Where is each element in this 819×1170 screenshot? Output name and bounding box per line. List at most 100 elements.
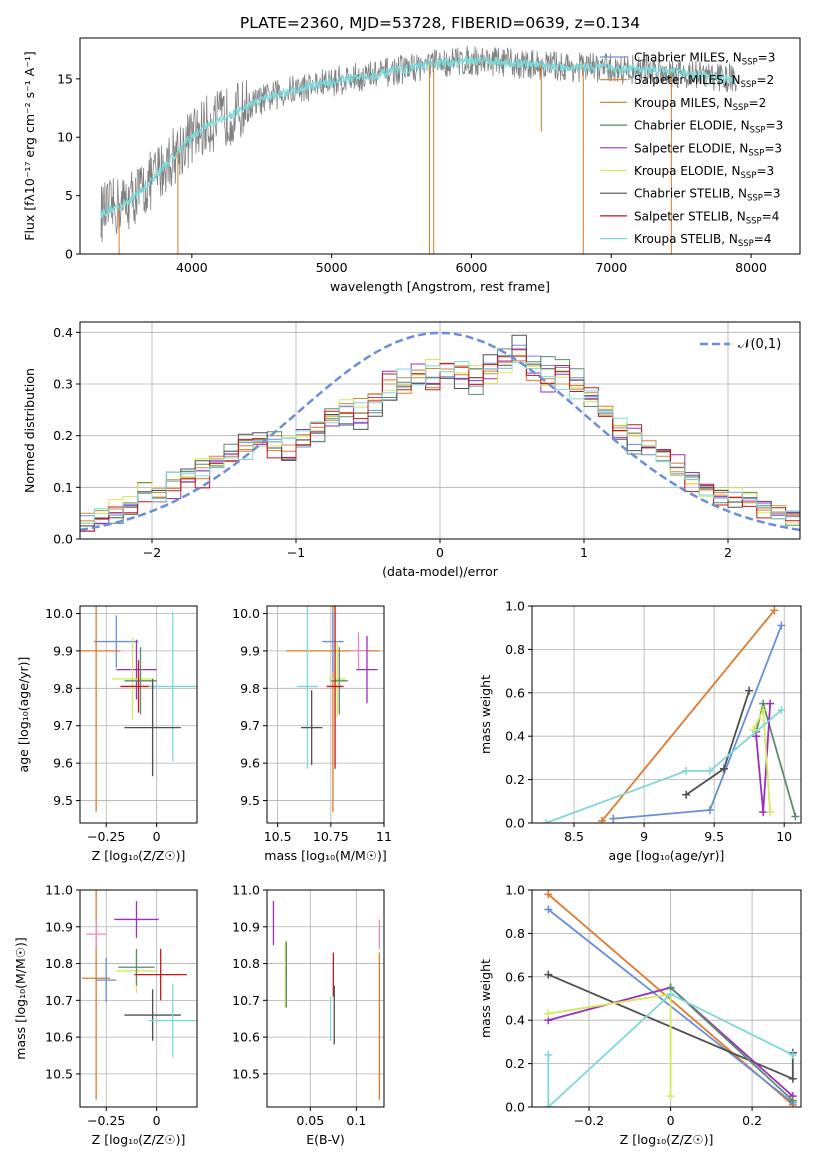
weight-point-marker (759, 706, 768, 715)
legend-entry-subscript: SSP (733, 103, 749, 113)
weight-point-marker (791, 812, 800, 821)
spectrum-panel: 4000 5000 6000 7000 8000 0 5 10 15 wavelength [An… (22, 37, 801, 294)
legend-entry-subscript: SSP (742, 58, 758, 68)
mass_vs_ebv-ytick-label: 10.7 (232, 993, 260, 1008)
mass_vs_Z-panel: −0.25 0 10.5 10.6 10.7 10.8 10.9 11.0 Z [log₁₀(Z… (13, 883, 198, 1147)
mass_vs_Z-xtick-label: 0 (153, 1113, 161, 1128)
age_vs_mass-ytick-label: 9.6 (240, 756, 260, 771)
mass_vs_Z-ytick-label: 10.5 (45, 1066, 73, 1081)
legend-entry: Salpeter ELODIE, NSSP=3 (634, 141, 782, 158)
residual_hist-xtick-label: −2 (143, 545, 161, 560)
weight_vs_Z-ylabel: mass weight (478, 959, 493, 1038)
residual_hist-xlabel: (data-model)/error (382, 564, 499, 579)
weight-series-line (601, 609, 776, 822)
legend-entry-subscript: SSP (748, 148, 764, 158)
weight-point-marker (544, 1050, 553, 1059)
legend-entry-count: =4 (754, 232, 772, 246)
weight_vs_age-xtick-label: 10 (776, 829, 792, 844)
weight-series-line (613, 625, 783, 820)
weight_vs_age-ylabel: mass weight (478, 675, 493, 754)
legend-entry: Kroupa STELIB, NSSP=4 (634, 232, 772, 249)
mass_vs_Z-plot-area (82, 890, 197, 1100)
weight-point-marker (752, 732, 761, 741)
mass_vs_ebv-ytick-label: 10.9 (232, 919, 260, 934)
weight_vs_age-ytick-label: 0.2 (505, 772, 525, 787)
weight-point-marker (719, 764, 728, 773)
mass_vs_ebv-xtick-label: 0.05 (296, 1113, 324, 1128)
weight-point-marker (705, 766, 714, 775)
weight-point-marker (598, 816, 607, 823)
mass_vs_Z-ytick-label: 10.8 (45, 956, 73, 971)
age_vs_mass-ytick-label: 9.7 (240, 718, 260, 733)
age_vs_Z-ytick-label: 9.6 (53, 756, 73, 771)
weight-point-marker (682, 766, 691, 775)
spectrum-ytick-label: 15 (57, 71, 73, 86)
age_vs_mass-frame (266, 605, 385, 824)
weight_vs_age-xlabel: age [log₁₀(age/yr)] (609, 848, 725, 863)
residual_hist-xtick-label: 0 (436, 545, 444, 560)
weight-point-marker (705, 805, 714, 814)
spectrum-ytick-label: 5 (65, 188, 73, 203)
spectrum-xtick-label: 4000 (176, 260, 208, 275)
weight_vs_age-frame (531, 605, 802, 824)
age_vs_Z-ytick-label: 10.0 (45, 606, 73, 621)
mass_vs_Z-ytick-label: 11.0 (45, 883, 73, 898)
spectrum-ytick-label: 0 (65, 247, 73, 262)
spectrum-ylabel: Flux [fλ10⁻¹⁷ erg cm⁻² s⁻¹ A⁻¹] (22, 51, 37, 240)
spectrum-xtick-label: 8000 (735, 260, 767, 275)
spectrum-frame (79, 37, 801, 255)
weight_vs_Z-ytick-label: 0.8 (505, 926, 525, 941)
weight_vs_age-ytick-label: 0.0 (505, 816, 525, 831)
legend-entry-count: =3 (766, 119, 784, 133)
weight-point-marker (666, 1092, 675, 1101)
age_vs_Z-ytick-label: 9.9 (53, 643, 73, 658)
spectrum-xlabel: wavelength [Angstrom, rest frame] (330, 279, 550, 294)
weight-point-marker (759, 808, 768, 817)
mass_vs_Z-ytick-label: 10.6 (45, 1030, 73, 1045)
age_vs_mass-ytick-label: 10.0 (232, 606, 260, 621)
weight_vs_Z-panel: −0.2 0 0.2 0.0 0.2 0.4 0.6 0.8 1.0 Z [log₁₀(Z/Z☉)… (478, 883, 802, 1147)
weight-point-marker (544, 890, 553, 899)
age_vs_mass-xlabel: mass [log₁₀(M/M☉)] (264, 848, 386, 863)
legend-entry-subscript: SSP (746, 216, 762, 226)
age_vs_Z-xtick-label: 0 (153, 829, 161, 844)
weight_vs_age-xtick-label: 8.5 (564, 829, 584, 844)
normal-legend-label: 𝒩(0,1) (738, 337, 781, 352)
weight_vs_Z-ytick-label: 0.4 (505, 1013, 525, 1028)
weight-point-marker (544, 1103, 553, 1107)
weight_vs_age-ytick-label: 0.4 (505, 729, 525, 744)
weight-point-marker (749, 725, 758, 734)
weight-point-marker (777, 621, 786, 630)
weight-series-line (545, 709, 782, 823)
legend-entry: Salpeter MILES, NSSP=2 (634, 73, 774, 90)
weight-point-marker (770, 606, 779, 615)
weight-point-marker (682, 790, 691, 799)
spectrum-legend: Chabrier MILES, NSSP=3 Salpeter MILES, NS… (600, 51, 784, 249)
residual_hist-ytick-label: 0.4 (53, 325, 73, 340)
mass_vs_ebv-ytick-label: 10.5 (232, 1066, 260, 1081)
mass_vs_ebv-ytick-label: 11.0 (232, 883, 260, 898)
residual_hist-ylabel: Normed distribution (22, 368, 37, 493)
mass_vs_Z-frame (79, 889, 198, 1108)
weight_vs_Z-ytick-label: 0.0 (505, 1100, 525, 1115)
weight_vs_Z-ytick-label: 1.0 (505, 883, 525, 898)
weight-point-marker (609, 814, 618, 823)
observed-spectrum-line (100, 45, 737, 243)
spectrum-ytick-label: 10 (57, 130, 73, 145)
histogram-series-9 (80, 361, 800, 524)
mass_vs_ebv-xtick-label: 0.1 (346, 1113, 366, 1128)
legend-entry-count: =3 (764, 141, 782, 155)
weight-point-marker (766, 699, 775, 708)
age_vs_Z-ytick-label: 9.8 (53, 681, 73, 696)
spectrum-plot-area (100, 45, 738, 254)
mass_vs_Z-ylabel: mass [log₁₀(M/M☉)] (13, 937, 28, 1059)
weight-point-marker (544, 970, 553, 979)
weight_vs_Z-xtick-label: −0.2 (574, 1113, 604, 1128)
mass_vs_Z-xlabel: Z [log₁₀(Z/Z☉)] (92, 1132, 186, 1147)
weight-point-marker (745, 686, 754, 695)
age_vs_Z-ytick-label: 9.7 (53, 718, 73, 733)
weight-point-marker (542, 819, 551, 823)
normal-reference-curve (80, 331, 800, 532)
age_vs_mass-plot-area (286, 606, 380, 812)
